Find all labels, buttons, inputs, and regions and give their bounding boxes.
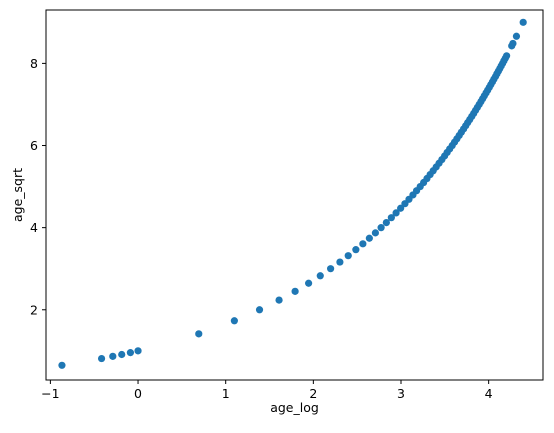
data-point [97,354,106,363]
data-point [509,39,517,48]
data-point [255,306,264,314]
data-point [126,349,135,357]
data-point [291,287,299,295]
x-axis-label: age_log [270,400,319,415]
y-tick-label: 6 [30,138,38,153]
data-point [365,234,373,242]
x-axis-ticks: −1 0 1 2 3 4 [41,380,493,401]
y-axis-label: age_sqrt [10,168,25,222]
x-tick-label: 2 [309,386,317,401]
data-point [336,258,344,266]
data-point [377,224,385,232]
data-points [58,18,527,369]
data-point [512,32,521,40]
data-point [392,209,400,217]
data-point [230,317,238,325]
data-point [305,279,313,287]
data-point [109,352,117,360]
y-tick-label: 2 [30,302,38,317]
y-axis-ticks: 2 4 6 8 [30,56,46,317]
data-point [387,214,395,222]
x-tick-label: 1 [222,386,230,401]
data-point [382,219,390,227]
x-tick-label: −1 [41,386,59,401]
y-tick-label: 4 [30,220,38,235]
data-point [503,52,511,60]
plot-frame [45,9,544,381]
x-tick-label: 4 [485,386,493,401]
data-point [327,265,335,273]
data-point [118,350,126,359]
data-point [371,229,379,237]
x-tick-label: 3 [397,386,405,401]
data-point [275,296,283,304]
data-point [359,240,367,248]
data-point [134,347,142,355]
y-tick-label: 8 [30,56,38,71]
data-point [352,246,360,254]
data-point [316,272,324,280]
data-point [519,18,527,26]
data-point [397,204,405,212]
data-point [58,361,66,369]
x-tick-label: 0 [134,386,142,401]
data-point [195,330,203,338]
data-point [344,252,352,260]
